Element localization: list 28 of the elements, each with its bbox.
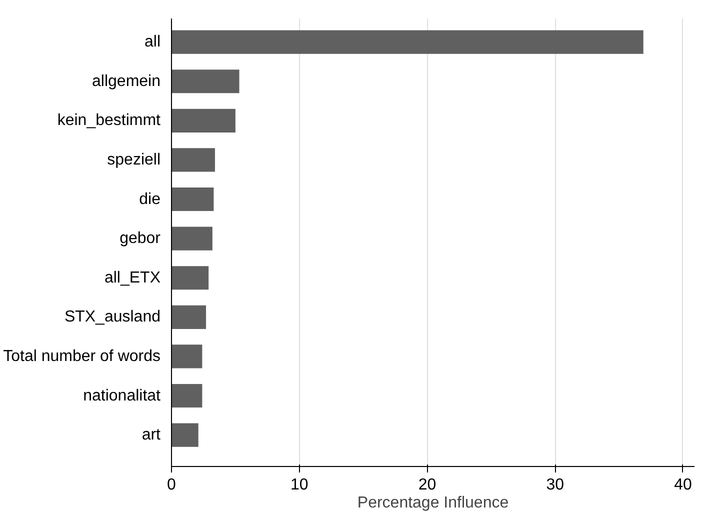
bar (172, 30, 644, 54)
y-tick-label: art (142, 426, 162, 444)
y-tick-label: gebor (120, 230, 162, 248)
bar (172, 226, 212, 250)
x-tick-label: 30 (546, 476, 564, 494)
x-tick-label: 10 (290, 476, 308, 494)
x-tick-label: 40 (674, 476, 692, 494)
bar (172, 266, 209, 290)
y-tick-label: nationalitat (83, 387, 162, 404)
y-tick-label: all (144, 34, 161, 51)
bar (172, 344, 202, 368)
x-tick-label: 0 (167, 476, 176, 494)
bar (172, 108, 236, 132)
y-tick-label: speziell (107, 151, 160, 168)
bar (172, 187, 214, 212)
y-tick-label: Total number of words (3, 348, 160, 365)
bar (172, 305, 206, 329)
bar (172, 423, 198, 447)
y-tick-label: die (139, 190, 161, 208)
y-tick-label: allgemein (92, 72, 160, 90)
y-tick-label: STX_ausland (64, 308, 160, 326)
x-tick-label: 20 (418, 476, 436, 494)
y-tick-label: kein_bestimmt (57, 112, 162, 130)
bar (172, 70, 240, 94)
x-axis-title: Percentage Influence (357, 494, 509, 512)
bar (172, 384, 202, 408)
bar (172, 148, 215, 172)
y-tick-label: all_ETX (104, 269, 161, 286)
